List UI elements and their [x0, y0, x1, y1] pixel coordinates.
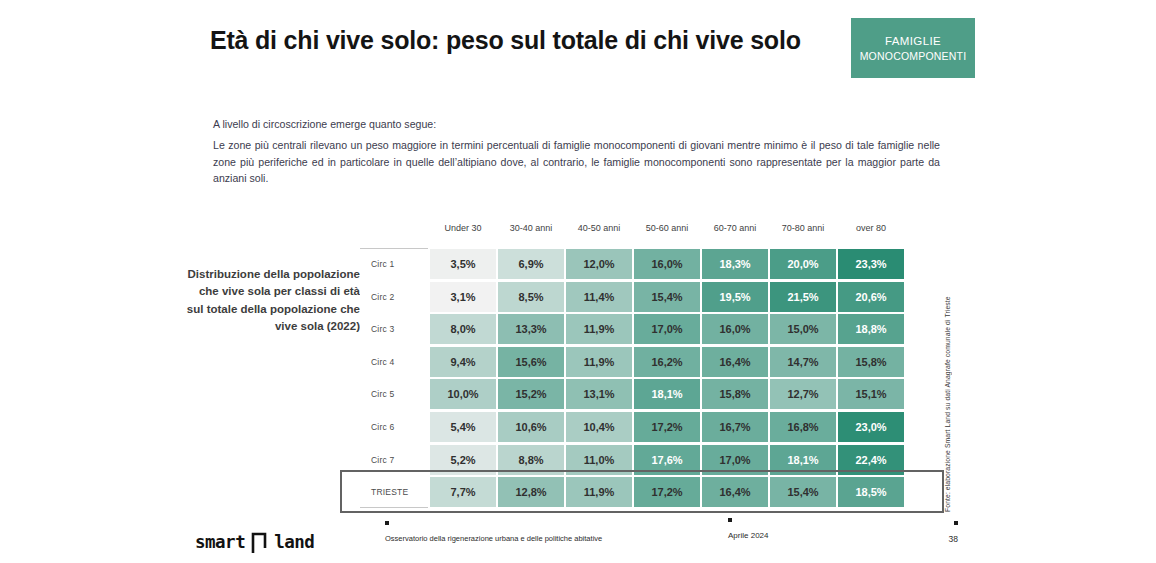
heatmap-cell: 20,6% [838, 282, 904, 312]
heatmap-cell: 8,0% [430, 314, 496, 344]
footer-bullet-icon [954, 521, 958, 525]
row-label: Circ 2 [360, 282, 428, 312]
heatmap-cell: 15,0% [770, 314, 836, 344]
heatmap-cell: 21,5% [770, 282, 836, 312]
column-header: 70-80 anni [770, 218, 836, 238]
heatmap-cell: 8,5% [498, 282, 564, 312]
heatmap-cell: 16,0% [702, 314, 768, 344]
heatmap-cell: 8,8% [498, 445, 564, 475]
heatmap-cell: 17,2% [634, 477, 700, 507]
heatmap-cell: 15,4% [770, 477, 836, 507]
heatmap-cell: 12,8% [498, 477, 564, 507]
heatmap-cell: 18,1% [770, 445, 836, 475]
heatmap-column-headers: Under 3030-40 anni40-50 anni50-60 anni60… [360, 218, 904, 238]
heatmap-cell: 5,4% [430, 412, 496, 442]
column-header: 30-40 anni [498, 218, 564, 238]
slide: Età di chi vive solo: peso sul totale di… [0, 0, 1156, 563]
intro-line: A livello di circoscrizione emerge quant… [213, 116, 940, 132]
column-header: 50-60 anni [634, 218, 700, 238]
column-header: 40-50 anni [566, 218, 632, 238]
heatmap-cell: 16,4% [702, 477, 768, 507]
footer-page-number: 38 [928, 521, 958, 544]
badge-line-2: MONOCOMPONENTI [860, 49, 967, 64]
heatmap-cell: 11,4% [566, 282, 632, 312]
heatmap-cell: 22,4% [838, 445, 904, 475]
heatmap-cell: 16,8% [770, 412, 836, 442]
heatmap-cell: 9,4% [430, 347, 496, 377]
heatmap-cell: 15,8% [838, 347, 904, 377]
footer-page-number-label: 38 [928, 534, 958, 544]
intro-paragraph: Le zone più centrali rilevano un peso ma… [213, 137, 940, 186]
footer-observatory: Osservatorio della rigenerazione urbana … [385, 521, 685, 543]
row-label: Circ 5 [360, 379, 428, 409]
badge-line-1: FAMIGLIE [885, 33, 941, 49]
heatmap-cell: 18,3% [702, 249, 768, 279]
row-label: Circ 4 [360, 347, 428, 377]
heatmap-cell: 7,7% [430, 477, 496, 507]
heatmap-cell: 6,9% [498, 249, 564, 279]
heatmap-cell: 18,1% [634, 379, 700, 409]
row-label: Circ 6 [360, 412, 428, 442]
chart-caption: Distribuzione della popolazione che vive… [186, 266, 360, 335]
heatmap-cell: 10,0% [430, 379, 496, 409]
heatmap-cell: 3,5% [430, 249, 496, 279]
logo-squarewave-icon [250, 530, 269, 553]
row-label: Circ 1 [360, 249, 428, 279]
heatmap-table: Circ 13,5%6,9%12,0%16,0%18,3%20,0%23,3%C… [360, 249, 904, 507]
heatmap-cell: 10,4% [566, 412, 632, 442]
footer-bullet-icon [385, 521, 389, 525]
heatmap-cell: 15,8% [702, 379, 768, 409]
footer-date: Aprile 2024 [728, 518, 768, 540]
heatmap-cell: 16,2% [634, 347, 700, 377]
heatmap-cell: 11,0% [566, 445, 632, 475]
heatmap-cell: 17,0% [634, 314, 700, 344]
heatmap-cell: 15,2% [498, 379, 564, 409]
heatmap-cell: 16,4% [702, 347, 768, 377]
smart-land-logo: smart land [195, 530, 314, 553]
column-header: 60-70 anni [702, 218, 768, 238]
heatmap-cell: 15,1% [838, 379, 904, 409]
heatmap-cell: 23,3% [838, 249, 904, 279]
heatmap-cell: 17,0% [702, 445, 768, 475]
footer-observatory-label: Osservatorio della rigenerazione urbana … [385, 534, 685, 543]
row-label: TRIESTE [360, 477, 428, 507]
logo-text-left: smart [195, 532, 245, 552]
column-header: Under 30 [430, 218, 496, 238]
heatmap-cell: 11,9% [566, 477, 632, 507]
heatmap-cell: 14,7% [770, 347, 836, 377]
heatmap-cell: 20,0% [770, 249, 836, 279]
heatmap-cell: 18,8% [838, 314, 904, 344]
heatmap-cell: 5,2% [430, 445, 496, 475]
heatmap-cell: 23,0% [838, 412, 904, 442]
source-note: Fonte: elaborazione Smart Land su dati A… [944, 272, 956, 512]
heatmap-cell: 16,7% [702, 412, 768, 442]
heatmap-cell: 12,7% [770, 379, 836, 409]
heatmap-cell: 10,6% [498, 412, 564, 442]
heatmap-cell: 3,1% [430, 282, 496, 312]
heatmap-cell: 15,6% [498, 347, 564, 377]
row-label: Circ 7 [360, 445, 428, 475]
footer-bullet-icon [728, 518, 732, 522]
logo-text-right: land [274, 532, 314, 552]
heatmap-cell: 13,3% [498, 314, 564, 344]
page-title: Età di chi vive solo: peso sul totale di… [210, 26, 870, 55]
heatmap-cell: 18,5% [838, 477, 904, 507]
column-header: over 80 [838, 218, 904, 238]
category-badge: FAMIGLIE MONOCOMPONENTI [851, 18, 975, 78]
footer-date-label: Aprile 2024 [728, 531, 768, 540]
heatmap-cell: 15,4% [634, 282, 700, 312]
heatmap-cell: 11,9% [566, 314, 632, 344]
intro-block: A livello di circoscrizione emerge quant… [213, 116, 940, 187]
column-header-corner [360, 218, 428, 238]
heatmap-cell: 17,6% [634, 445, 700, 475]
heatmap-cell: 19,5% [702, 282, 768, 312]
heatmap-cell: 12,0% [566, 249, 632, 279]
row-label: Circ 3 [360, 314, 428, 344]
heatmap-cell: 16,0% [634, 249, 700, 279]
heatmap-cell: 13,1% [566, 379, 632, 409]
heatmap-cell: 17,2% [634, 412, 700, 442]
heatmap-cell: 11,9% [566, 347, 632, 377]
